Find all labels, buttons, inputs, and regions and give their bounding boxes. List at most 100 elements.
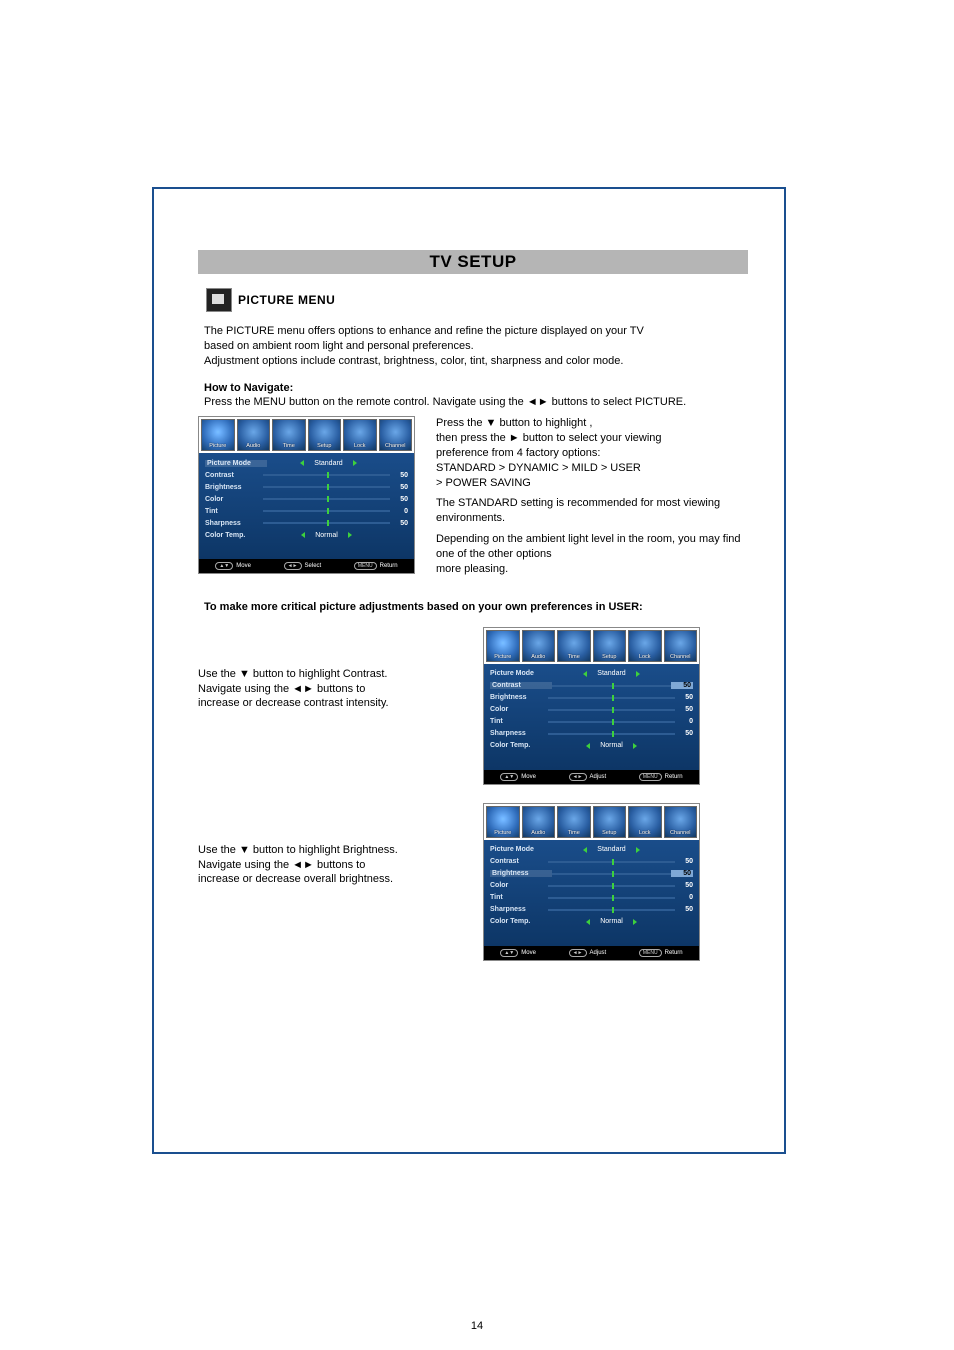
tv-tab-lock[interactable]: Lock xyxy=(628,630,662,662)
slider-brightness[interactable] xyxy=(548,697,675,699)
right-arrow-icon[interactable] xyxy=(633,743,637,749)
right-arrow-icon[interactable] xyxy=(636,671,640,677)
menu-row-label: Color Temp. xyxy=(490,918,548,925)
menu-row-value: 50 xyxy=(675,706,693,713)
section-title: PICTURE MENU xyxy=(238,293,335,307)
right-arrow-icon[interactable] xyxy=(633,919,637,925)
menu-row-value: 50 xyxy=(390,472,408,479)
menu-row-contrast[interactable]: Contrast50 xyxy=(490,680,693,692)
tv-tab-setup[interactable]: Setup xyxy=(308,419,342,451)
footer-move: ▲▼Move xyxy=(215,562,251,570)
menu-row-value: 50 xyxy=(390,496,408,503)
tv-tab-audio[interactable]: Audio xyxy=(522,806,556,838)
right-arrow-icon[interactable] xyxy=(353,460,357,466)
left-arrow-icon[interactable] xyxy=(583,671,587,677)
slider-tint[interactable] xyxy=(548,897,675,899)
tv-menu-1: PictureAudioTimeSetupLockChannel Picture … xyxy=(198,416,415,574)
menu-row-tint[interactable]: Tint0 xyxy=(490,892,693,904)
menu-row-value: 0 xyxy=(390,508,408,515)
slider-sharpness[interactable] xyxy=(263,522,390,524)
slider-tint[interactable] xyxy=(548,721,675,723)
menu-row-value: Normal xyxy=(600,918,623,925)
right-arrow-icon[interactable] xyxy=(348,532,352,538)
slider-sharpness[interactable] xyxy=(548,733,675,735)
menu-row-label: Color Temp. xyxy=(490,742,548,749)
desc1-l4: STANDARD > DYNAMIC > MILD > USER xyxy=(436,462,641,474)
intro-line1: The PICTURE menu offers options to enhan… xyxy=(204,325,644,337)
tv-tab-setup[interactable]: Setup xyxy=(593,630,627,662)
tv-tab-lock[interactable]: Lock xyxy=(628,806,662,838)
tv-menu-body: Picture ModeStandard Contrast 50 Brightness… xyxy=(199,453,414,559)
instr2-l1: Use the ▼ button to highlight Contrast. xyxy=(198,668,387,680)
left-arrow-icon[interactable] xyxy=(301,532,305,538)
tv-tab-channel[interactable]: Channel xyxy=(664,630,698,662)
menu-row-contrast[interactable]: Contrast50 xyxy=(490,856,693,868)
menu-row-value: Normal xyxy=(315,532,338,539)
menu-row-value: 0 xyxy=(675,894,693,901)
desc1-l3: preference from 4 factory options: xyxy=(436,447,600,459)
left-arrow-icon[interactable] xyxy=(586,919,590,925)
desc1-l5: > POWER SAVING xyxy=(436,477,531,489)
menu-row-brightness[interactable]: Brightness50 xyxy=(490,692,693,704)
menu-row-sharpness[interactable]: Sharpness50 xyxy=(205,517,408,529)
menu-row-tint[interactable]: Tint 0 xyxy=(205,505,408,517)
tv-menu-footer: ▲▼Move◄►SelectMENUReturn xyxy=(199,559,414,573)
menu-row-brightness[interactable]: Brightness50 xyxy=(205,481,408,493)
slider-tint[interactable] xyxy=(263,510,390,512)
tv-tab-picture[interactable]: Picture xyxy=(201,419,235,451)
tv-tab-time[interactable]: Time xyxy=(557,806,591,838)
instr3-l2: Navigate using the ◄► buttons to xyxy=(198,859,365,871)
tv-tab-audio[interactable]: Audio xyxy=(237,419,271,451)
intro-line2: based on ambient room light and personal… xyxy=(204,340,474,352)
tv-tab-picture[interactable]: Picture xyxy=(486,630,520,662)
menu-row-sharpness[interactable]: Sharpness 50 xyxy=(490,728,693,740)
slider-color[interactable] xyxy=(548,709,675,711)
menu-row-color_temp[interactable]: Color Temp.Normal xyxy=(205,529,408,541)
intro-line3: Adjustment options include contrast, bri… xyxy=(204,355,623,367)
slider-color[interactable] xyxy=(263,498,390,500)
slider-brightness[interactable] xyxy=(552,873,671,875)
menu-row-color_temp[interactable]: Color Temp. Normal xyxy=(490,916,693,928)
right-arrow-icon[interactable] xyxy=(636,847,640,853)
menu-row-brightness[interactable]: Brightness50 xyxy=(490,868,693,880)
contrast-instructions: Use the ▼ button to highlight Contrast. … xyxy=(198,627,443,712)
left-arrow-icon[interactable] xyxy=(300,460,304,466)
tv-tab-audio[interactable]: Audio xyxy=(522,630,556,662)
menu-row-value: Standard xyxy=(597,846,625,853)
picture-section-icon xyxy=(206,288,232,312)
slider-sharpness[interactable] xyxy=(548,909,675,911)
tv-tab-picture[interactable]: Picture xyxy=(486,806,520,838)
menu-row-color_temp[interactable]: Color Temp.Normal xyxy=(490,740,693,752)
menu-row-sharpness[interactable]: Sharpness50 xyxy=(490,904,693,916)
tv-tab-time[interactable]: Time xyxy=(272,419,306,451)
desc1-p3b: more pleasing. xyxy=(436,563,508,575)
left-arrow-icon[interactable] xyxy=(586,743,590,749)
tv-tab-channel[interactable]: Channel xyxy=(664,806,698,838)
menu-row-label: Sharpness xyxy=(490,730,548,737)
slider-contrast[interactable] xyxy=(552,685,671,687)
menu-row-label: Tint xyxy=(205,508,263,515)
menu-row-contrast[interactable]: Contrast 50 xyxy=(205,469,408,481)
menu-row-value: 50 xyxy=(675,730,693,737)
slider-contrast[interactable] xyxy=(263,474,390,476)
tv-tab-channel[interactable]: Channel xyxy=(379,419,413,451)
menu-row-picture_mode[interactable]: Picture ModeStandard xyxy=(490,668,693,680)
menu-row-picture_mode[interactable]: Picture ModeStandard xyxy=(490,844,693,856)
howto-block: How to Navigate: Press the MENU button o… xyxy=(204,381,748,411)
slider-contrast[interactable] xyxy=(548,861,675,863)
slider-color[interactable] xyxy=(548,885,675,887)
tv-tab-setup[interactable]: Setup xyxy=(593,806,627,838)
menu-row-label: Brightness xyxy=(205,484,263,491)
howto-heading: How to Navigate: xyxy=(204,382,293,394)
menu-row-tint[interactable]: Tint0 xyxy=(490,716,693,728)
menu-row-picture_mode[interactable]: Picture ModeStandard xyxy=(205,457,408,469)
menu-row-color[interactable]: Color50 xyxy=(490,704,693,716)
menu-row-value: 50 xyxy=(675,882,693,889)
left-arrow-icon[interactable] xyxy=(583,847,587,853)
menu-row-label: Contrast xyxy=(205,472,263,479)
tv-tab-time[interactable]: Time xyxy=(557,630,591,662)
menu-row-color[interactable]: Color50 xyxy=(490,880,693,892)
tv-tab-lock[interactable]: Lock xyxy=(343,419,377,451)
slider-brightness[interactable] xyxy=(263,486,390,488)
menu-row-color[interactable]: Color50 xyxy=(205,493,408,505)
